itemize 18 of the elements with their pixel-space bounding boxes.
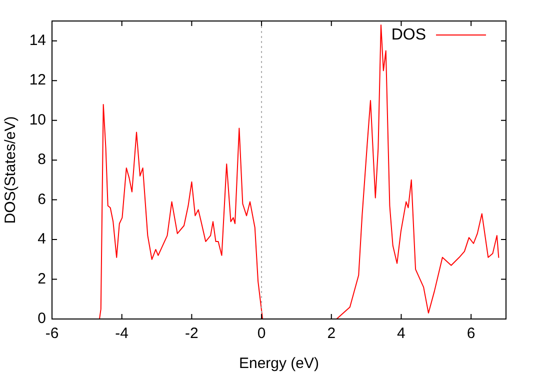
y-axis-title: DOS(States/eV): [2, 116, 20, 224]
y-tick-label: 12: [29, 72, 46, 89]
x-tick-label: 6: [466, 325, 476, 342]
y-tick-label: 8: [38, 151, 46, 168]
y-tick-label: 6: [38, 190, 46, 208]
y-tick-label: 4: [38, 230, 46, 248]
legend-label: DOS: [391, 26, 426, 44]
y-tick-label: 0: [38, 310, 46, 328]
y-tick-label: 10: [29, 111, 46, 128]
x-axis-title: Energy (eV): [238, 355, 320, 372]
x-tick-label: -2: [185, 325, 198, 342]
x-tick-label: 0: [257, 325, 266, 342]
y-tick-label: 2: [38, 270, 46, 288]
x-tick-label: 2: [327, 325, 336, 342]
x-tick-label: 4: [397, 325, 406, 342]
y-tick-label: 14: [29, 32, 46, 50]
x-tick-label: -4: [115, 325, 129, 342]
x-tick-label: -6: [45, 325, 59, 342]
